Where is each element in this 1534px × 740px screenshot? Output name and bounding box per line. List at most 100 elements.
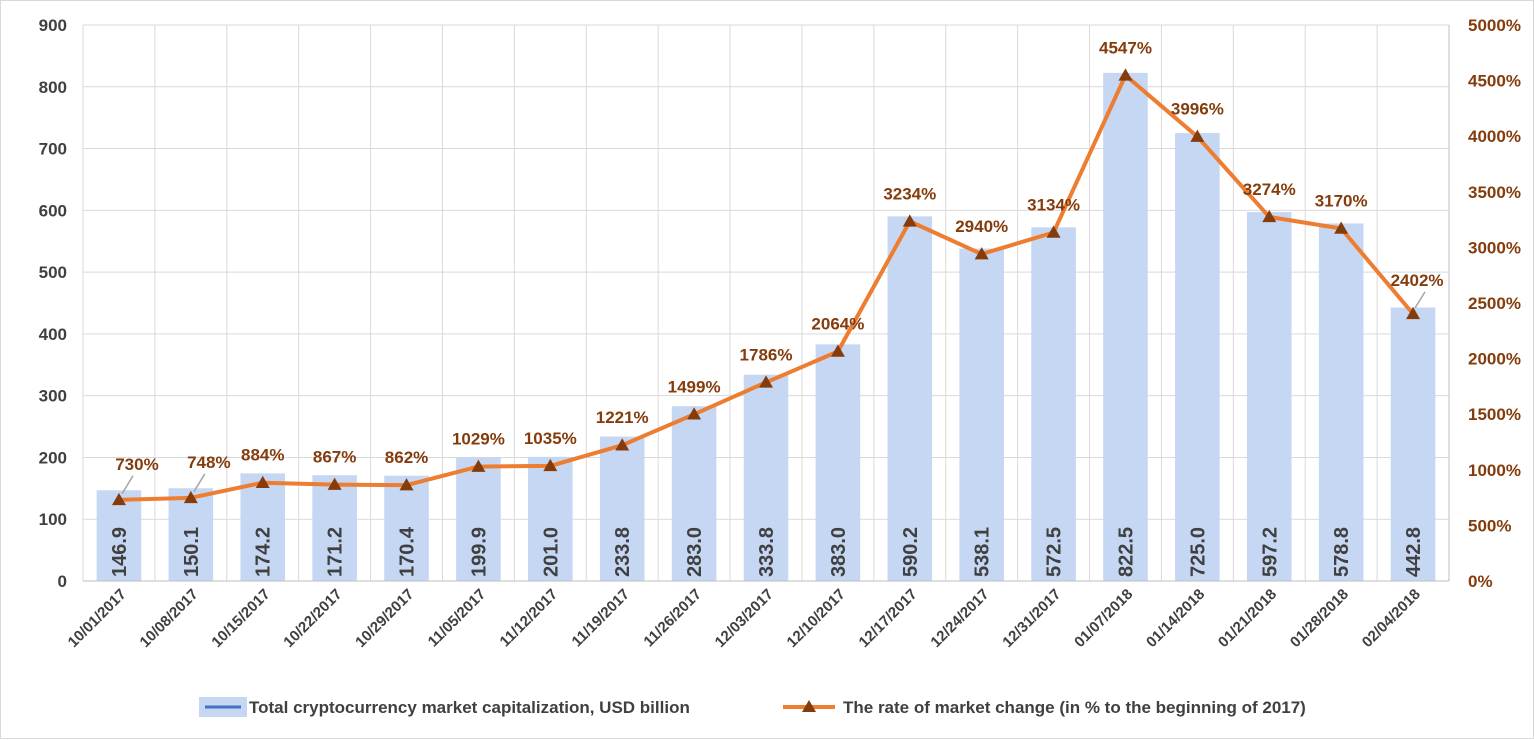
right-axis-tick: 1500% (1468, 405, 1521, 424)
gridlines (82, 24, 1450, 582)
rate-marker (399, 478, 414, 491)
right-axis-tick: 4500% (1468, 72, 1521, 91)
x-axis-tick: 10/08/2017 (137, 586, 202, 651)
bar-value-label: 442.8 (1403, 527, 1425, 577)
rate-marker (1334, 221, 1349, 234)
bar (959, 248, 1004, 581)
rate-marker (543, 458, 558, 472)
label-leader (193, 473, 206, 493)
rate-marker (974, 247, 989, 260)
bar (240, 473, 286, 581)
rate-marker (1190, 129, 1205, 142)
bar-value-label: 201.0 (540, 527, 562, 577)
right-axis-tick: 2000% (1468, 350, 1521, 369)
bar-value-label: 578.8 (1331, 527, 1353, 577)
left-axis-tick: 700 (39, 140, 67, 159)
bar (1318, 223, 1364, 581)
left-axis-tick: 0 (58, 572, 67, 591)
bar (1390, 307, 1436, 581)
right-axis-tick: 4000% (1468, 127, 1521, 146)
left-axis-tick: 500 (39, 263, 67, 282)
rate-value-label: 1221% (596, 408, 649, 427)
rate-value-label: 2940% (955, 217, 1008, 236)
x-axis-tick: 11/05/2017 (425, 586, 490, 651)
rate-value-label: 730% (115, 455, 158, 474)
bar (456, 457, 501, 581)
right-axis-tick: 2500% (1468, 294, 1521, 313)
bar (671, 406, 717, 581)
rate-value-label: 867% (313, 448, 356, 467)
x-axis-tick: 01/21/2018 (1215, 586, 1280, 651)
rate-marker (327, 477, 342, 490)
x-axis-tick: 10/15/2017 (208, 586, 273, 651)
bar (1175, 133, 1220, 581)
right-axis-tick: 0% (1468, 572, 1493, 591)
rate-marker (255, 475, 270, 488)
label-leader (1414, 291, 1426, 309)
legend-marker (802, 700, 816, 712)
rate-value-label: 748% (187, 453, 230, 472)
x-axis-tick: 10/01/2017 (65, 586, 130, 651)
rate-value-label: 4547% (1099, 38, 1152, 57)
rate-marker (759, 375, 773, 388)
rate-line (111, 68, 1421, 506)
x-axis-tick: 11/12/2017 (497, 586, 562, 651)
bar (887, 216, 933, 581)
rate-value-label: 1029% (452, 430, 505, 449)
bar-value-label: 383.0 (828, 527, 850, 577)
x-axis-tick: 12/24/2017 (927, 586, 992, 651)
bar-value-label: 538.1 (972, 527, 994, 577)
left-axis-tick: 800 (39, 78, 67, 97)
rate-value-label: 1786% (740, 345, 793, 364)
x-axis-tick: 02/04/2018 (1359, 586, 1424, 651)
bar (528, 456, 573, 581)
x-axis-tick: 01/14/2018 (1143, 586, 1208, 651)
label-leader (121, 475, 134, 495)
right-axis-tick: 500% (1468, 516, 1511, 535)
bar-value-label: 199.9 (468, 527, 490, 577)
rate-value-label: 862% (385, 448, 428, 467)
rate-marker (902, 214, 917, 227)
left-axis-tick: 900 (39, 16, 67, 35)
bar-value-label: 170.4 (397, 526, 419, 577)
bar (599, 436, 645, 581)
bar-value-label: 333.8 (756, 527, 778, 577)
rate-value-label: 3274% (1243, 180, 1296, 199)
rate-value-label: 2402% (1391, 271, 1444, 290)
bar-value-label: 822.5 (1115, 527, 1137, 577)
rate-marker (1118, 68, 1133, 81)
x-axis-tick: 12/17/2017 (856, 586, 921, 651)
bar-value-label: 171.2 (325, 527, 347, 577)
bar-value-label: 146.9 (109, 527, 131, 577)
bar-value-label: 597.2 (1259, 527, 1281, 577)
right-axis-tick: 1000% (1468, 461, 1521, 480)
rate-marker (830, 344, 845, 357)
legend: Total cryptocurrency market capitalizati… (199, 697, 1306, 717)
bar (168, 488, 214, 581)
bar-value-label: 233.8 (612, 527, 634, 577)
x-axis-tick: 10/29/2017 (352, 586, 417, 651)
x-axis-tick: 12/03/2017 (712, 586, 777, 651)
rate-value-label: 884% (241, 446, 284, 465)
x-axis-tick: 12/10/2017 (784, 586, 849, 651)
bar (1031, 227, 1076, 582)
rate-marker (111, 492, 126, 506)
left-axis-tick: 200 (39, 448, 67, 467)
bar-value-label: 590.2 (900, 527, 922, 577)
rate-marker (1046, 225, 1061, 238)
bar (1103, 72, 1148, 581)
rate-value-label: 3996% (1171, 100, 1224, 119)
bar (312, 475, 357, 581)
bar-value-label: 283.0 (684, 527, 706, 577)
x-axis-tick: 11/26/2017 (640, 586, 705, 651)
bar (743, 374, 789, 581)
x-axis-tick: 11/19/2017 (569, 586, 634, 651)
bar-value-label: 174.2 (253, 527, 275, 577)
bar-value-label: 150.1 (181, 527, 203, 577)
rate-marker (1406, 306, 1421, 320)
bar-value-label: 725.0 (1187, 527, 1209, 577)
bar (384, 475, 429, 581)
rate-value-label: 3134% (1027, 195, 1080, 214)
rate-marker (615, 438, 630, 451)
